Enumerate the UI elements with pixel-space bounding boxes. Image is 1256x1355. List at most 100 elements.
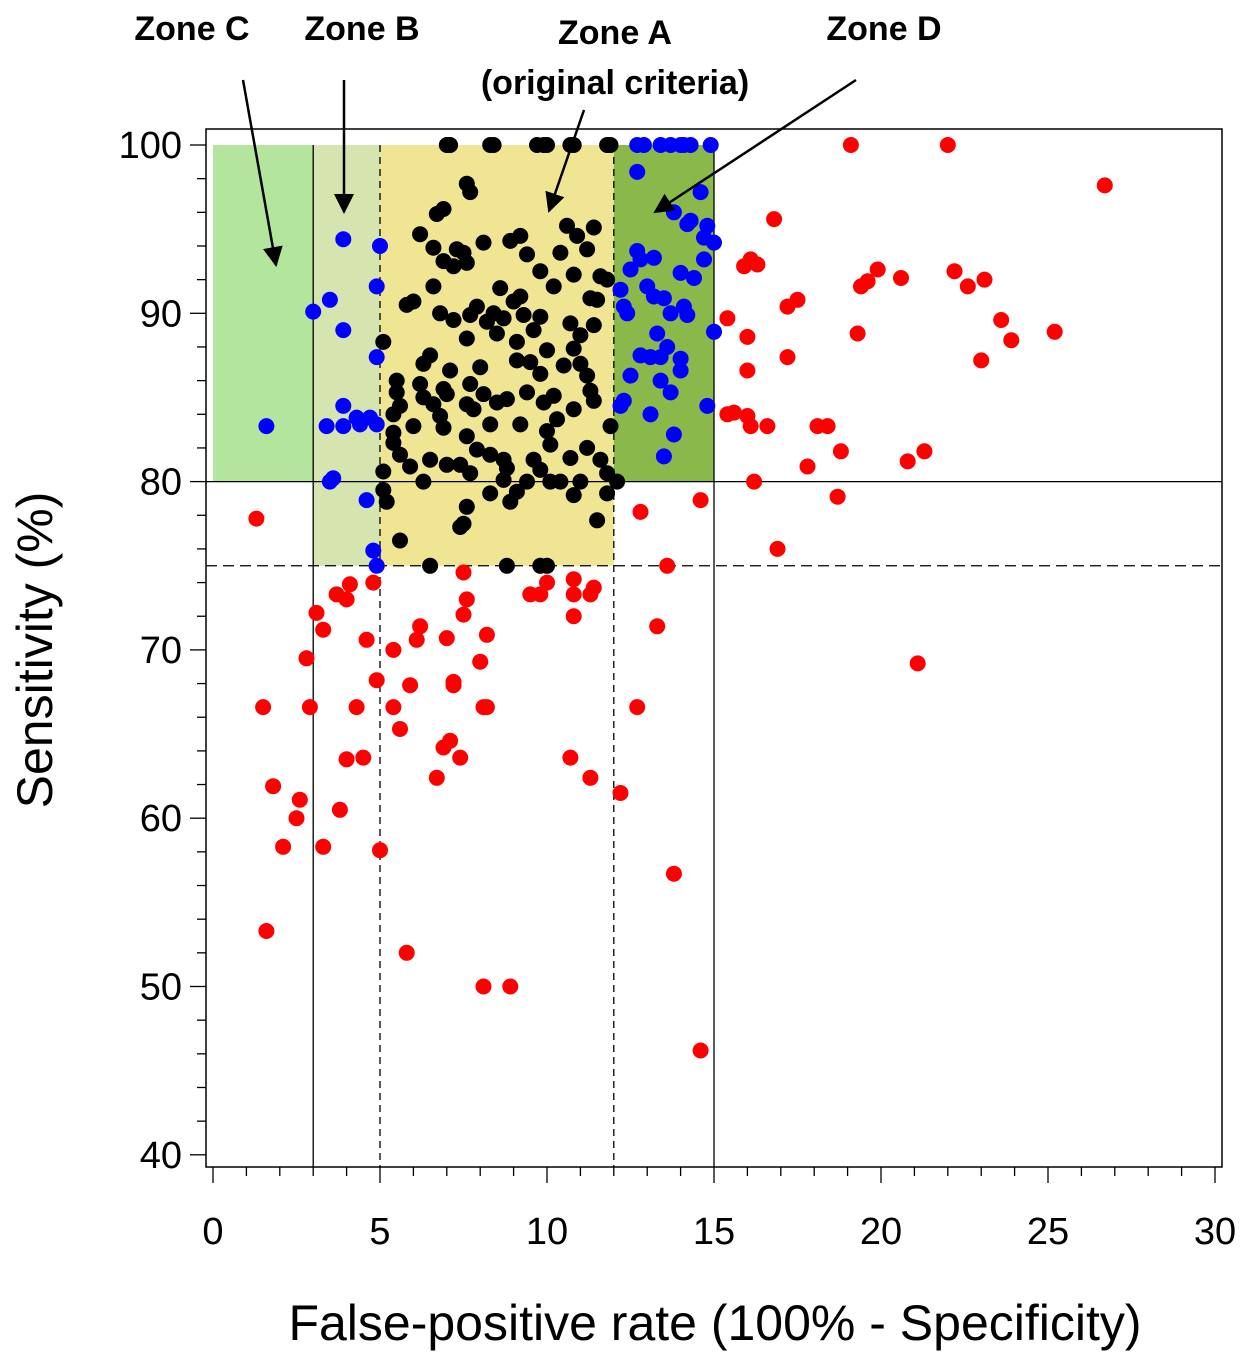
red-point (692, 492, 709, 509)
red-point (372, 842, 388, 859)
blue-point (662, 305, 679, 322)
black-point (539, 423, 555, 440)
black-point (462, 184, 479, 201)
black-point (549, 411, 565, 428)
black-point (572, 473, 589, 490)
blue-point (665, 204, 682, 221)
blue-point (632, 251, 649, 268)
red-point (665, 865, 682, 882)
black-point (539, 557, 555, 574)
black-point (532, 365, 549, 382)
blue-point (706, 234, 722, 251)
red-point (585, 579, 602, 596)
red-point (849, 325, 866, 342)
red-point (976, 271, 993, 288)
black-point (468, 441, 485, 458)
blue-point (672, 264, 689, 281)
black-point (555, 357, 572, 374)
black-point (609, 473, 626, 490)
black-point (589, 512, 606, 529)
red-point (779, 349, 796, 366)
black-point (579, 367, 596, 384)
red-point (582, 769, 599, 786)
black-point (488, 394, 505, 411)
red-point (1046, 323, 1063, 340)
red-point (445, 673, 462, 690)
red-point (265, 778, 282, 795)
black-point (482, 485, 499, 502)
black-point (488, 325, 505, 342)
blue-point (335, 418, 352, 435)
red-point (255, 699, 272, 716)
red-point (348, 699, 365, 716)
blue-point (368, 557, 385, 574)
black-point (422, 451, 439, 468)
zone-b-label: Zone B (304, 10, 419, 48)
black-point (412, 376, 429, 392)
red-point (819, 418, 836, 435)
red-point (739, 362, 756, 379)
black-point (502, 232, 519, 249)
red-point (893, 270, 909, 286)
red-point (455, 606, 472, 623)
red-point (869, 261, 886, 278)
red-point (993, 312, 1010, 328)
blue-point (682, 137, 699, 153)
blue-point (358, 492, 375, 509)
data-points (248, 137, 1113, 1059)
red-point (288, 810, 305, 827)
black-point (519, 246, 535, 263)
red-point (455, 564, 472, 581)
red-point (355, 749, 372, 766)
black-point (422, 557, 439, 574)
black-point (425, 239, 442, 256)
black-point (458, 330, 475, 347)
red-point (358, 631, 375, 648)
blue-point (652, 372, 669, 389)
red-point (973, 352, 990, 369)
black-point (539, 342, 555, 359)
blue-point (679, 307, 696, 323)
blue-point (619, 305, 636, 322)
blue-point (352, 416, 368, 433)
y-tick-label: 80 (140, 462, 182, 504)
black-point (532, 461, 549, 478)
red-point (341, 576, 358, 593)
black-point (505, 293, 522, 310)
black-point (508, 333, 525, 350)
black-point (385, 406, 402, 423)
blue-point (642, 406, 659, 423)
x-tick-label: 15 (693, 1211, 735, 1253)
black-point (412, 226, 429, 243)
black-point (375, 463, 392, 480)
red-point (365, 574, 382, 591)
black-point (452, 519, 469, 535)
red-point (539, 574, 555, 591)
black-point (462, 307, 479, 323)
red-point (853, 278, 869, 295)
red-point (412, 618, 429, 635)
blue-point (629, 163, 646, 180)
black-point (445, 312, 462, 328)
red-point (338, 751, 355, 768)
black-point (545, 278, 562, 295)
red-point (909, 655, 926, 672)
red-point (842, 137, 859, 153)
black-point (462, 376, 479, 392)
black-point (502, 493, 519, 510)
red-point (726, 404, 742, 421)
black-point (525, 322, 542, 339)
x-axis-title: False-positive rate (100% - Specificity) (288, 1295, 1141, 1351)
red-point (899, 453, 916, 470)
black-point (492, 280, 509, 297)
red-point (959, 278, 976, 295)
black-point (498, 557, 515, 574)
red-point (338, 591, 355, 608)
red-point (275, 838, 292, 855)
red-point (565, 571, 582, 588)
black-point (478, 313, 495, 330)
red-point (565, 608, 582, 625)
black-point (425, 396, 442, 413)
blue-point (696, 251, 712, 268)
